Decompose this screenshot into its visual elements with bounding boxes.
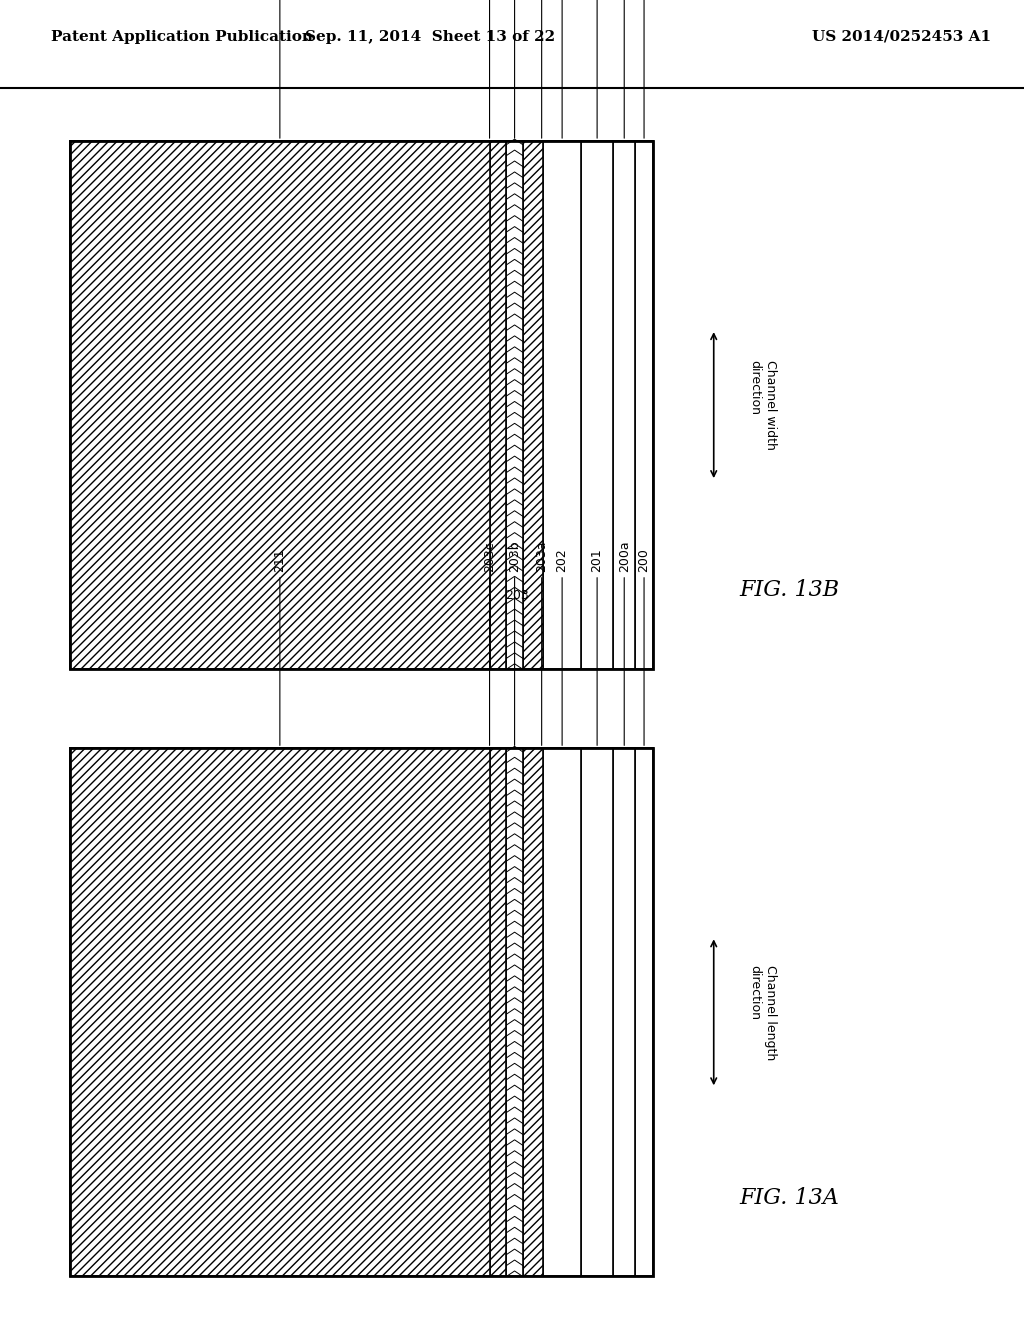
Text: 211: 211	[273, 549, 287, 746]
Text: US 2014/0252453 A1: US 2014/0252453 A1	[812, 30, 990, 44]
Text: 203c: 203c	[483, 0, 496, 139]
Bar	[507, 748, 523, 1276]
Bar	[613, 748, 635, 1276]
Text: Patent Application Publication: Patent Application Publication	[51, 30, 313, 44]
Bar	[70, 748, 490, 1276]
Bar	[523, 748, 543, 1276]
Text: Channel length
direction: Channel length direction	[749, 965, 776, 1060]
Bar	[70, 748, 490, 1276]
Bar	[490, 141, 507, 669]
Text: FIG. 13B: FIG. 13B	[739, 579, 840, 602]
Bar	[507, 141, 523, 669]
Bar	[523, 748, 543, 1276]
Bar	[635, 141, 653, 669]
Bar	[523, 141, 543, 669]
Bar	[635, 141, 653, 669]
Bar	[581, 748, 613, 1276]
Bar	[613, 141, 635, 669]
Bar	[70, 748, 653, 1276]
Text: Channel width
direction: Channel width direction	[749, 360, 776, 450]
Bar	[613, 141, 635, 669]
Bar	[543, 141, 581, 669]
Bar	[581, 141, 613, 669]
Bar	[70, 141, 653, 669]
Text: 200a: 200a	[617, 540, 631, 746]
Text: 200: 200	[638, 548, 650, 746]
Text: 200a: 200a	[617, 0, 631, 139]
Text: 202: 202	[556, 0, 568, 139]
Text: 203b: 203b	[508, 540, 521, 746]
Bar	[581, 748, 613, 1276]
Bar	[613, 748, 635, 1276]
Bar	[70, 141, 490, 669]
Bar	[543, 748, 581, 1276]
Text: 203: 203	[505, 590, 528, 602]
Text: 201: 201	[591, 0, 603, 139]
Bar	[70, 141, 490, 669]
Bar	[490, 748, 507, 1276]
Text: 201: 201	[591, 548, 603, 746]
Bar	[635, 748, 653, 1276]
Bar	[490, 141, 507, 669]
Bar	[543, 141, 581, 669]
Text: 203b: 203b	[508, 0, 521, 139]
Bar	[507, 141, 523, 669]
Text: 203c: 203c	[483, 541, 496, 746]
Bar	[523, 141, 543, 669]
Text: Sep. 11, 2014  Sheet 13 of 22: Sep. 11, 2014 Sheet 13 of 22	[305, 30, 555, 44]
Text: 200: 200	[638, 0, 650, 139]
Text: 203a: 203a	[536, 541, 548, 746]
Bar	[543, 748, 581, 1276]
Text: 203a: 203a	[536, 0, 548, 139]
Text: 211: 211	[273, 0, 287, 139]
Bar	[490, 748, 507, 1276]
Bar	[635, 748, 653, 1276]
Text: 202: 202	[556, 548, 568, 746]
Bar	[581, 141, 613, 669]
Bar	[507, 748, 523, 1276]
Text: FIG. 13A: FIG. 13A	[739, 1187, 840, 1209]
